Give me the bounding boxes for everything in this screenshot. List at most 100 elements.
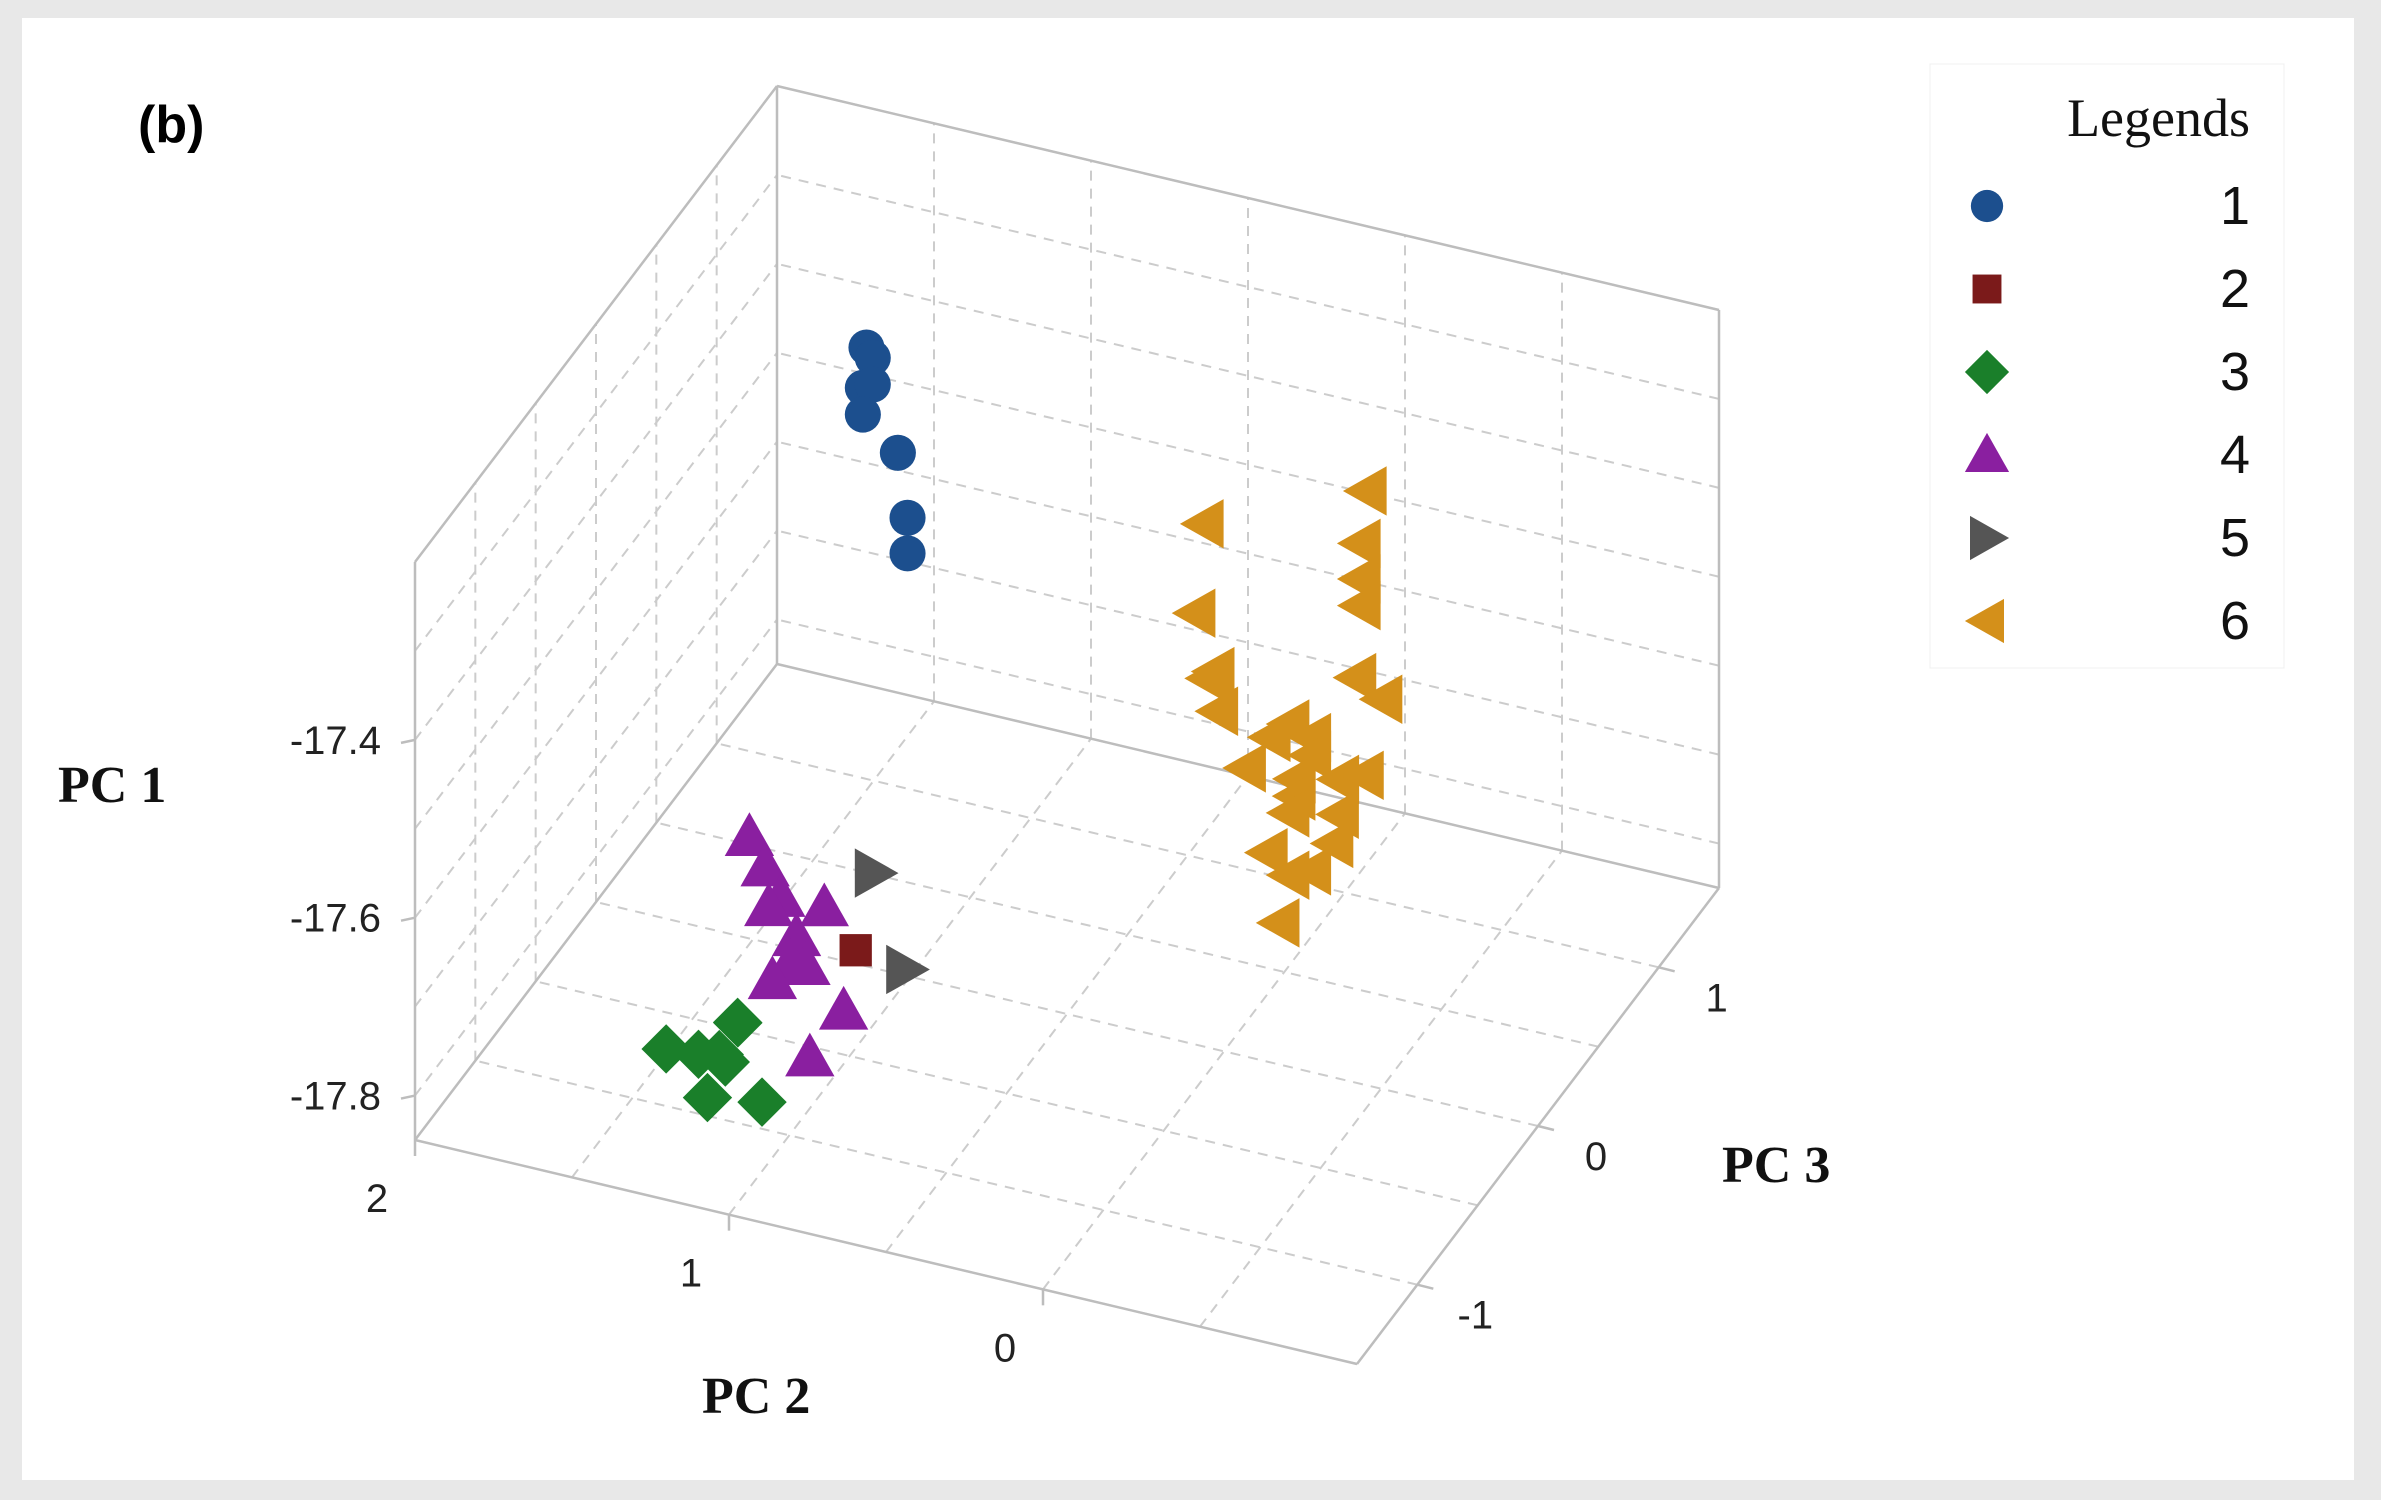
series-3-group (641, 997, 787, 1127)
series-3-point (641, 1024, 691, 1074)
pc3-tick-label: -1 (1458, 1294, 1494, 1338)
legend-label-3: 3 (2220, 342, 2250, 402)
series-6-point (1336, 518, 1381, 569)
series-6-point (1265, 850, 1310, 900)
pc3-tick-mark (1537, 1124, 1555, 1132)
pc1-tick-mark (400, 738, 416, 745)
series-6-point (1287, 730, 1332, 781)
series-1-point (854, 339, 891, 376)
series-6-point (1315, 754, 1360, 805)
pc2-tick-label: 1 (680, 1252, 702, 1296)
series-4-point (818, 985, 869, 1030)
series-6-point (1309, 818, 1354, 869)
series-4-point (724, 812, 775, 857)
pc3-tick-mark (1417, 1283, 1434, 1290)
floor-grid-line (885, 775, 1249, 1253)
wall-grid-line (414, 174, 778, 652)
series-4-group (724, 812, 869, 1077)
legend-marker-4 (1964, 432, 2010, 472)
series-4-point (747, 955, 798, 1000)
legend-marker-5 (1970, 515, 2010, 561)
series-1-point (854, 366, 891, 403)
series-3-point (713, 998, 763, 1048)
series-1-group (844, 329, 926, 572)
legend-label-6: 6 (2220, 591, 2250, 651)
series-4-point (744, 882, 794, 927)
data-points (641, 329, 1403, 1127)
box-edge (414, 663, 778, 1141)
series-6-point (1246, 712, 1291, 762)
series-4-point (771, 912, 822, 957)
series-6-point (1243, 827, 1288, 878)
series-6-point (1342, 466, 1387, 516)
series-1-point (879, 434, 916, 471)
series-6-point (1184, 653, 1228, 704)
pc3-tick-mark (1658, 966, 1675, 973)
legend-title: Legends (2067, 88, 2250, 148)
series-6-point (1222, 743, 1266, 793)
series-6-group (1171, 466, 1403, 948)
pc2-tick-label: 0 (994, 1326, 1016, 1370)
series-6-point (1194, 686, 1239, 736)
wall-grid-line (414, 263, 778, 741)
series-6-point (1255, 898, 1300, 948)
series-6-point (1340, 750, 1384, 801)
series-3-point (737, 1077, 787, 1127)
series-6-point (1179, 499, 1224, 549)
series-1-point (889, 535, 926, 572)
series-5-group (854, 848, 930, 995)
legend: Legends 1 2 3 4 5 6 (1929, 63, 2285, 669)
wall-grid-line (414, 441, 778, 919)
series-1-point (844, 396, 881, 433)
series-3-point (673, 1029, 724, 1079)
floor-grid-line (1042, 812, 1406, 1290)
series-2-group (839, 934, 872, 967)
series-4-point (740, 842, 790, 887)
pc1-tick-label: -17.8 (290, 1075, 381, 1119)
pc1-tick-label: -17.6 (290, 897, 381, 941)
series-5-point (886, 944, 930, 995)
series-4-point (781, 941, 831, 986)
pc1-tick-label: -17.4 (290, 719, 381, 763)
pc1-tick-mark (400, 1094, 416, 1100)
floor-grid-line (728, 738, 1092, 1216)
series-3-point (682, 1072, 733, 1123)
legend-marker-6 (1964, 598, 2004, 644)
pc3-axis-title: PC 3 (1722, 1137, 1830, 1194)
wall-grid-line (414, 530, 778, 1008)
legend-label-5: 5 (2220, 508, 2250, 568)
pc2-axis-title: PC 2 (702, 1368, 810, 1425)
legend-entries: 1 2 3 4 5 6 (1964, 176, 2250, 651)
wall-grid-line (414, 352, 778, 830)
pc3-tick-label: 1 (1706, 976, 1728, 1020)
series-6-point (1287, 846, 1332, 896)
series-1-point (889, 499, 926, 536)
box-edge (776, 84, 1720, 312)
legend-label-2: 2 (2220, 259, 2250, 319)
series-6-point (1171, 588, 1216, 638)
legend-label-1: 1 (2220, 176, 2250, 236)
series-2-point (839, 934, 872, 967)
pc3-tick-label: 0 (1585, 1135, 1607, 1179)
series-6-point (1332, 652, 1377, 703)
series-3-point (700, 1037, 751, 1087)
legend-marker-3 (1964, 349, 2010, 395)
tick-labels: -17.4 -17.6 -17.8 2 1 0 1 0 -1 (290, 719, 1728, 1370)
series-6-point (1358, 674, 1403, 724)
legend-marker-1 (1970, 189, 2004, 223)
series-5-point (854, 848, 899, 898)
series-4-point (799, 882, 849, 927)
pc2-tick-label: 2 (366, 1177, 388, 1221)
box-edge (414, 1138, 1358, 1366)
floor-grid-line (571, 700, 935, 1178)
series-4-point (785, 1032, 835, 1077)
wall-grid-line (414, 618, 778, 1097)
series-6-point (1336, 580, 1381, 631)
panel-label: (b) (138, 96, 204, 154)
series-6-point (1265, 788, 1310, 838)
box-edge (414, 85, 778, 563)
pc1-tick-mark (400, 916, 416, 922)
pc1-axis-title: PC 1 (58, 757, 166, 814)
